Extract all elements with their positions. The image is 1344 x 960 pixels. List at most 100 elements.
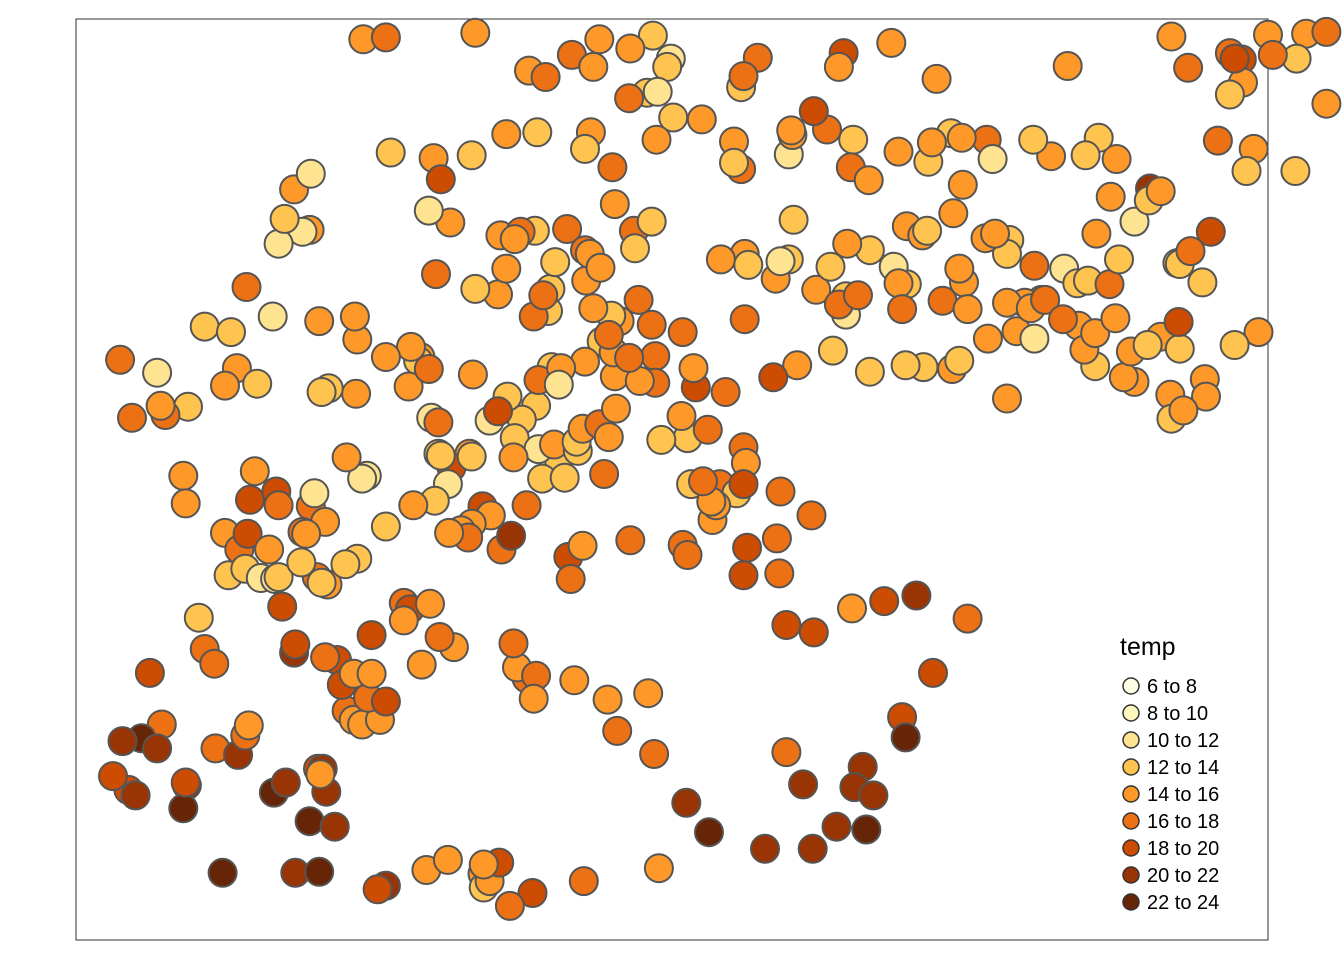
data-point [263, 490, 294, 521]
data-point [568, 866, 599, 897]
data-point [432, 844, 463, 875]
legend-swatch [1122, 704, 1140, 722]
data-point [295, 158, 326, 189]
data-point [728, 469, 759, 500]
data-point [758, 362, 789, 393]
data-point [1100, 303, 1131, 334]
data-point [511, 490, 542, 521]
data-point [310, 642, 341, 673]
data-point [798, 617, 829, 648]
data-point [614, 83, 645, 114]
data-point [944, 345, 975, 376]
data-point [413, 354, 444, 384]
data-point [642, 76, 673, 107]
points-layer [98, 16, 1342, 921]
data-point [518, 683, 549, 714]
data-point [421, 259, 451, 290]
data-point [362, 874, 393, 905]
data-point [796, 500, 827, 531]
data-point [853, 165, 884, 196]
data-point [771, 737, 802, 768]
data-point [710, 377, 741, 407]
data-point [705, 244, 736, 275]
data-point [1094, 269, 1125, 300]
data-point [688, 466, 718, 497]
data-point [434, 517, 465, 548]
data-point [821, 811, 852, 842]
data-point [778, 204, 809, 235]
data-point [972, 323, 1003, 354]
data-point [496, 520, 527, 551]
data-point [1164, 333, 1195, 364]
legend-swatch [1122, 893, 1140, 911]
data-point [388, 605, 419, 636]
data-point [694, 817, 724, 848]
data-point [837, 593, 867, 624]
data-point [599, 189, 630, 220]
data-point [134, 657, 165, 688]
data-point [1108, 362, 1139, 393]
data-point [1052, 51, 1083, 81]
legend-label: 12 to 14 [1147, 757, 1219, 779]
data-point [1311, 16, 1342, 47]
data-point [233, 710, 264, 741]
data-point [912, 215, 943, 246]
data-point [491, 119, 522, 150]
data-point [823, 51, 854, 82]
data-point [393, 371, 424, 402]
data-point [946, 122, 977, 153]
data-point [798, 96, 829, 127]
data-point [666, 401, 697, 431]
data-point [597, 152, 628, 183]
legend-label: 20 to 22 [1147, 865, 1219, 887]
data-point [636, 206, 667, 237]
data-point [522, 117, 553, 148]
data-point [331, 442, 362, 473]
data-point [639, 739, 670, 769]
data-point [593, 422, 624, 453]
data-point [242, 368, 273, 399]
data-point [750, 833, 780, 864]
data-point [396, 331, 426, 362]
data-point [267, 591, 298, 622]
data-point [270, 767, 301, 798]
data-point [294, 806, 325, 837]
data-point [1311, 88, 1342, 119]
data-point [637, 20, 668, 51]
data-point [1030, 284, 1061, 315]
data-point [815, 251, 846, 282]
data-point [764, 558, 795, 589]
data-point [552, 214, 583, 244]
data-point [776, 115, 807, 146]
data-point [370, 22, 401, 53]
data-point [1104, 244, 1134, 275]
data-point [210, 370, 240, 401]
legend-swatch [1122, 866, 1140, 884]
data-point [667, 317, 698, 348]
data-point [916, 127, 947, 158]
data-point [304, 856, 335, 887]
data-point [460, 273, 491, 304]
legend-swatch [1122, 839, 1140, 857]
legend-swatch [1122, 812, 1140, 830]
data-point [640, 341, 671, 372]
data-point [678, 353, 709, 384]
data-point [1070, 140, 1101, 171]
data-point [347, 463, 378, 494]
data-point [257, 301, 288, 332]
data-point [901, 580, 932, 611]
legend-swatch [1122, 758, 1140, 776]
data-point [646, 424, 677, 455]
data-point [530, 62, 561, 92]
data-point [602, 715, 633, 746]
data-point [517, 878, 548, 908]
data-point [921, 63, 952, 94]
data-point [305, 759, 336, 790]
data-point [559, 665, 590, 696]
data-point [578, 51, 609, 82]
data-point [356, 620, 387, 651]
data-point [415, 588, 445, 619]
data-point [413, 195, 444, 226]
data-point [672, 540, 703, 570]
data-point [883, 268, 914, 299]
